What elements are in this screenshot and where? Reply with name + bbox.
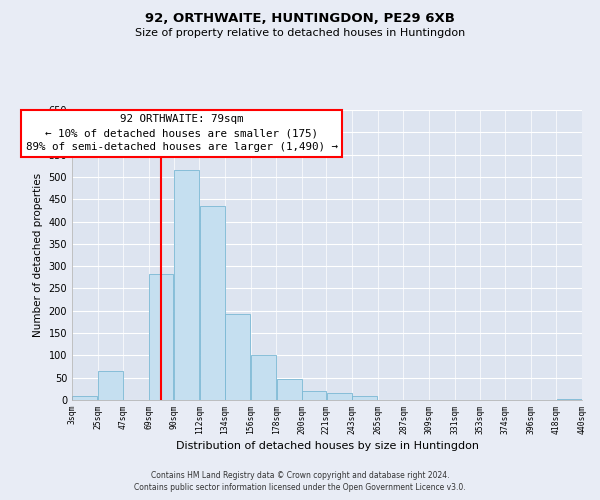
Text: Contains HM Land Registry data © Crown copyright and database right 2024.: Contains HM Land Registry data © Crown c…	[151, 471, 449, 480]
Bar	[352, 396, 377, 400]
Bar	[277, 379, 302, 400]
Bar	[327, 394, 352, 400]
Bar	[302, 391, 326, 400]
Text: Contains public sector information licensed under the Open Government Licence v3: Contains public sector information licen…	[134, 484, 466, 492]
Text: Size of property relative to detached houses in Huntingdon: Size of property relative to detached ho…	[135, 28, 465, 38]
X-axis label: Distribution of detached houses by size in Huntingdon: Distribution of detached houses by size …	[176, 441, 479, 451]
Bar	[98, 371, 123, 400]
Bar	[557, 399, 582, 400]
Bar	[251, 356, 276, 400]
Bar	[174, 170, 199, 400]
Bar	[149, 274, 173, 400]
Bar	[199, 206, 224, 400]
Y-axis label: Number of detached properties: Number of detached properties	[33, 173, 43, 337]
Text: 92, ORTHWAITE, HUNTINGDON, PE29 6XB: 92, ORTHWAITE, HUNTINGDON, PE29 6XB	[145, 12, 455, 26]
Text: 92 ORTHWAITE: 79sqm
← 10% of detached houses are smaller (175)
89% of semi-detac: 92 ORTHWAITE: 79sqm ← 10% of detached ho…	[26, 114, 338, 152]
Bar	[225, 314, 250, 400]
Bar	[72, 396, 97, 400]
